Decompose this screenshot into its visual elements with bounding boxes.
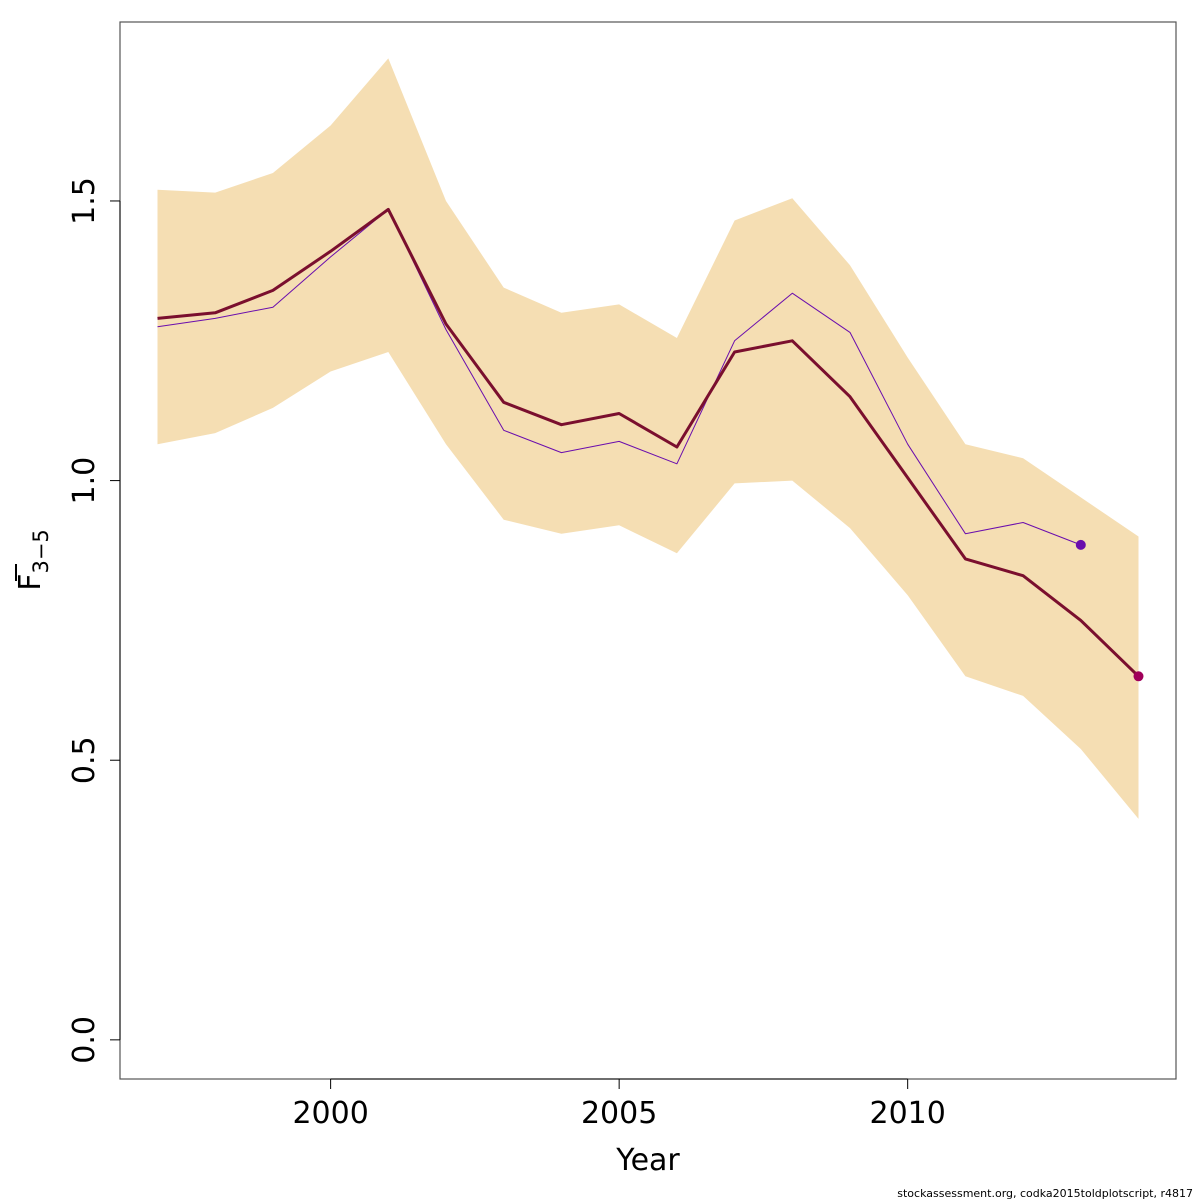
confidence-band <box>157 58 1139 819</box>
y-axis: 0.0 0.5 1.0 1.5 <box>67 177 121 1064</box>
x-tick-label: 2010 <box>869 1096 945 1131</box>
series-end-point-0 <box>1133 671 1144 682</box>
y-axis-title-text: F3−5 <box>13 529 53 591</box>
y-tick-label: 0.0 <box>67 1016 102 1064</box>
x-axis: 2000 2005 2010 <box>292 1078 946 1131</box>
confidence-band-layer <box>157 58 1139 819</box>
x-tick-label: 2000 <box>292 1096 368 1131</box>
x-axis-title: Year <box>615 1143 680 1178</box>
y-tick-label: 1.5 <box>67 177 102 225</box>
y-axis-title-subscript: 3−5 <box>29 529 53 573</box>
y-axis-title: F3−5 <box>13 529 53 591</box>
credit-text: stockassessment.org, codka2015toldplotsc… <box>897 1187 1193 1200</box>
y-axis-title-main: F <box>13 574 48 591</box>
y-tick-label: 1.0 <box>67 457 102 505</box>
y-tick-label: 0.5 <box>67 736 102 784</box>
series-lines-layer <box>157 207 1144 682</box>
series-line-0 <box>157 207 1140 678</box>
series-line-1 <box>157 208 1081 546</box>
x-tick-label: 2005 <box>581 1096 657 1131</box>
series-end-point-1 <box>1075 539 1086 550</box>
